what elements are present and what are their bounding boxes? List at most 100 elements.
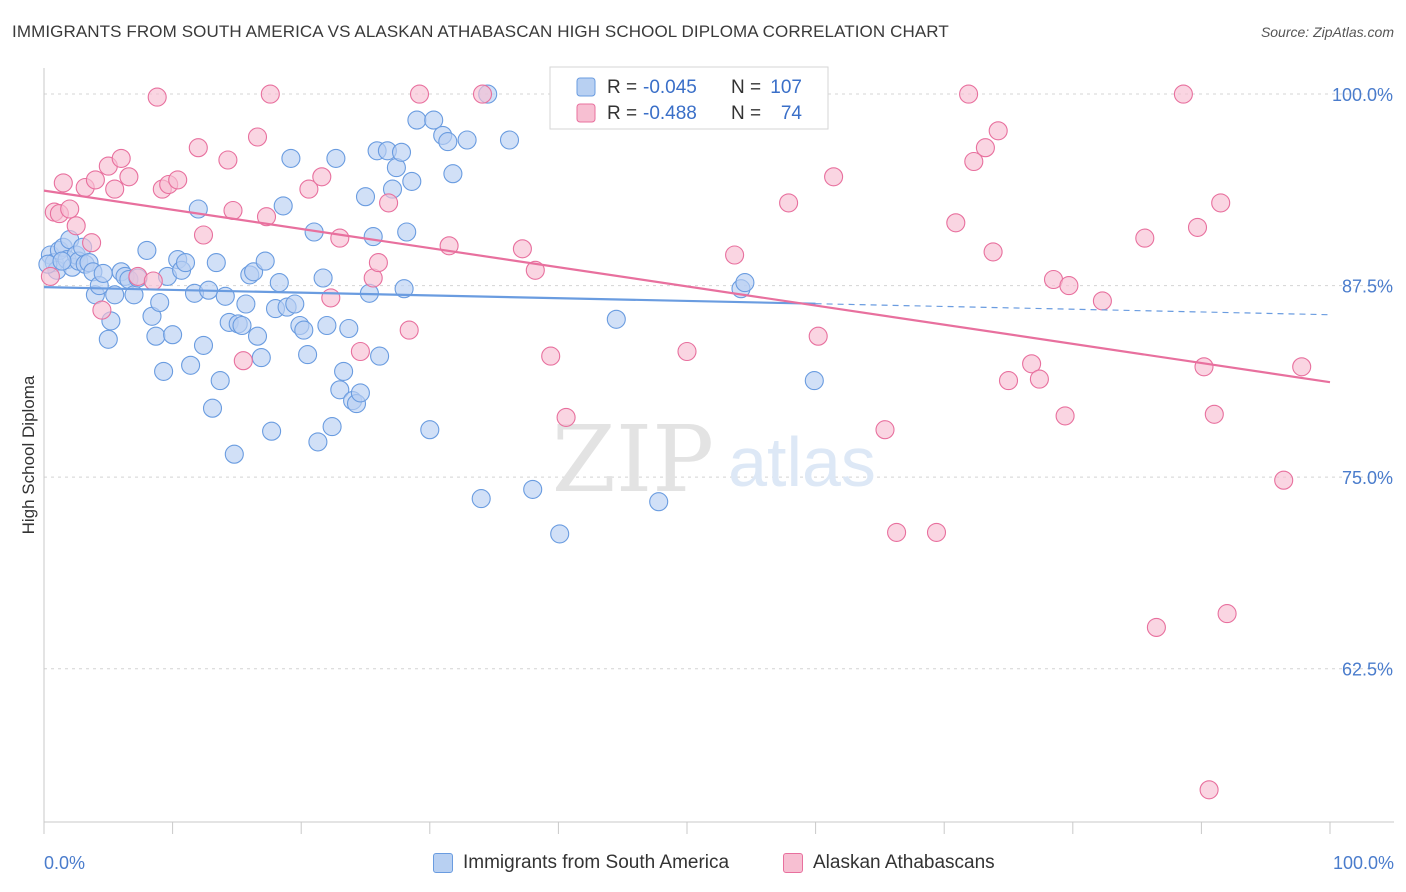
x-ticks (43, 822, 1331, 834)
point-athabascan (368, 253, 388, 273)
point-athabascan (312, 167, 332, 187)
point-athabascan (1029, 369, 1049, 389)
point-athabascan (1211, 193, 1231, 213)
point-athabascan (82, 233, 102, 253)
point-immigrants (308, 432, 328, 452)
point-immigrants (285, 294, 305, 314)
point-athabascan (147, 87, 167, 107)
point-immigrants (339, 318, 359, 339)
point-immigrants (804, 371, 824, 391)
point-immigrants (150, 292, 170, 313)
legend-swatch-athabascans (783, 853, 803, 873)
point-immigrants (181, 355, 201, 375)
point-immigrants (52, 251, 72, 271)
x-tick-labels: 0.0% 100.0% (44, 853, 1394, 873)
legend-box (549, 66, 829, 130)
point-athabascan (808, 326, 828, 346)
point-immigrants (137, 240, 157, 260)
point-athabascan (988, 121, 1008, 141)
point-athabascan (1173, 84, 1193, 104)
legend-r-value-blue: -0.045 (643, 77, 697, 98)
point-athabascan (1146, 617, 1166, 637)
trend-lines (43, 189, 1331, 384)
trend-line-immigrants (43, 286, 816, 305)
point-immigrants (438, 132, 458, 152)
point-athabascan (60, 199, 80, 219)
point-immigrants (105, 285, 125, 305)
legend-r-label-pink: R = (607, 103, 637, 124)
point-immigrants (224, 444, 244, 464)
point-immigrants (391, 142, 412, 162)
point-athabascan (193, 225, 214, 245)
legend-n-label-pink: N = (731, 103, 761, 124)
legend-label-athabascans: Alaskan Athabascans (813, 852, 995, 873)
point-athabascan (168, 170, 188, 190)
watermark-zip: ZIP (552, 406, 714, 513)
point-athabascan (85, 170, 105, 190)
watermark-atlas: atlas (728, 423, 876, 501)
point-athabascan (409, 84, 430, 104)
point-athabascan (321, 288, 341, 308)
series-legend: Immigrants from South America Alaskan At… (0, 850, 1406, 880)
point-immigrants (443, 164, 463, 184)
y-tick-label: 87.5% (1342, 277, 1393, 297)
y-axis-label: High School Diploma (19, 375, 38, 534)
point-immigrants (298, 345, 318, 365)
legend-item-immigrants[interactable]: Immigrants from South America (433, 852, 729, 874)
point-athabascan (725, 245, 745, 265)
legend-r-label-blue: R = (607, 77, 637, 98)
point-athabascan (330, 228, 350, 248)
y-tick-label: 62.5% (1342, 660, 1393, 680)
watermark: ZIP atlas (552, 406, 876, 513)
point-immigrants (210, 371, 230, 391)
point-immigrants (649, 492, 669, 512)
point-athabascan (1204, 404, 1224, 424)
point-immigrants (606, 309, 626, 329)
point-athabascan (1092, 291, 1112, 311)
point-athabascan (350, 341, 370, 362)
source-label: Source: ZipAtlas.com (1260, 24, 1394, 40)
legend-r-value-pink: -0.488 (643, 103, 697, 124)
y-tick-labels: 100.0% 87.5% 75.0% 62.5% (1332, 85, 1393, 680)
point-immigrants (523, 479, 543, 499)
legend-label-immigrants: Immigrants from South America (463, 852, 730, 873)
point-immigrants (735, 273, 755, 293)
point-immigrants (394, 279, 414, 299)
point-immigrants (407, 110, 427, 130)
point-athabascan (1194, 357, 1214, 377)
point-athabascan (875, 420, 895, 440)
grid-lines (44, 93, 1394, 670)
point-athabascan (1055, 406, 1075, 426)
point-immigrants (457, 130, 477, 150)
point-athabascan (824, 167, 844, 187)
point-immigrants (350, 383, 370, 403)
point-athabascan (92, 300, 112, 320)
point-immigrants (269, 273, 289, 293)
point-immigrants (499, 130, 520, 150)
point-athabascan (1217, 604, 1237, 624)
legend-n-value-pink: 74 (781, 103, 803, 124)
point-athabascan (959, 84, 979, 104)
point-immigrants (322, 417, 342, 437)
point-immigrants (93, 263, 113, 283)
point-athabascan (525, 260, 545, 280)
point-athabascan (556, 407, 576, 427)
point-athabascan (779, 193, 799, 213)
point-athabascan (111, 148, 131, 168)
legend-item-athabascans[interactable]: Alaskan Athabascans (783, 852, 995, 874)
axes (43, 68, 1394, 823)
point-immigrants (273, 196, 293, 216)
point-athabascan (1187, 217, 1208, 237)
point-immigrants (370, 346, 390, 366)
point-immigrants (424, 110, 444, 130)
point-athabascan (1199, 780, 1219, 800)
point-immigrants (334, 361, 354, 381)
x-tick-label-max: 100.0% (1333, 853, 1394, 873)
point-athabascan (105, 179, 125, 199)
point-athabascan (218, 150, 238, 170)
point-athabascan (1059, 276, 1079, 296)
point-athabascan (946, 213, 966, 233)
point-immigrants (420, 420, 440, 440)
point-athabascan (53, 173, 73, 193)
